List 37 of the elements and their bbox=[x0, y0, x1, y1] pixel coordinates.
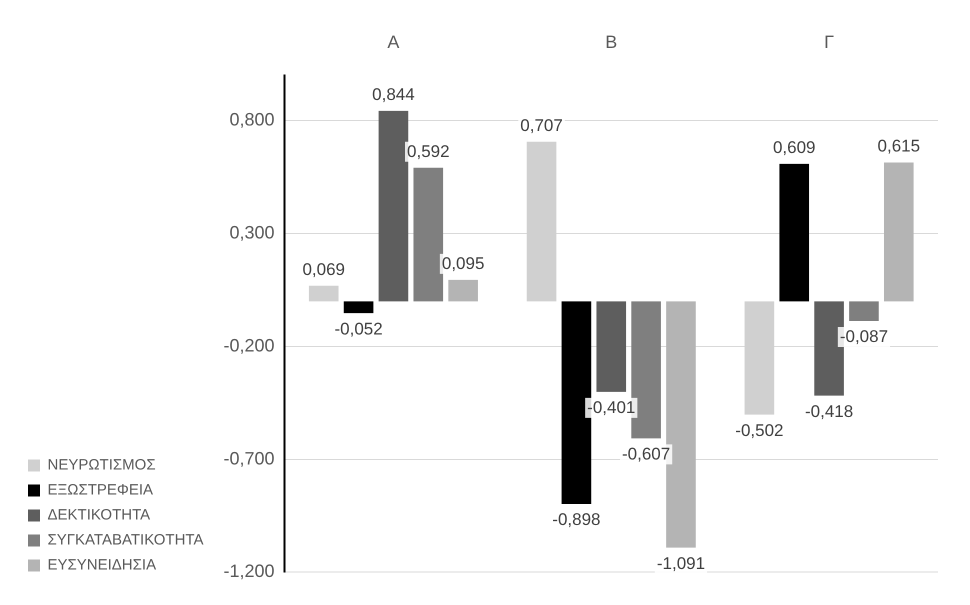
bar bbox=[378, 110, 408, 302]
data-label: 0,707 bbox=[520, 116, 563, 135]
legend-label: ΣΥΓΚΑΤΑΒΑΤΙΚΟΤΗΤΑ bbox=[48, 532, 204, 549]
data-label: -0,401 bbox=[587, 398, 636, 418]
legend-label: ΔΕΚΤΙΚΟΤΗΤΑ bbox=[48, 506, 150, 524]
data-label: -0,502 bbox=[735, 420, 784, 440]
bar bbox=[448, 280, 478, 302]
data-label: -0,418 bbox=[804, 402, 854, 421]
bar bbox=[308, 286, 339, 302]
bar bbox=[413, 168, 444, 302]
bar bbox=[596, 301, 626, 392]
bar bbox=[779, 164, 810, 302]
data-label: -0,898 bbox=[552, 510, 601, 530]
data-label: 0,069 bbox=[302, 260, 345, 279]
y-tick-label: -0,200 bbox=[223, 335, 275, 356]
data-label: -1,091 bbox=[656, 554, 706, 573]
data-label: -0,607 bbox=[622, 444, 670, 464]
data-label: 0,609 bbox=[772, 138, 816, 158]
legend-label: ΕΞΩΣΤΡΕΦΕΙΑ bbox=[48, 482, 154, 499]
y-tick-label: -0,700 bbox=[223, 448, 275, 468]
x-tick-label: Γ bbox=[824, 32, 834, 52]
data-label: 0,844 bbox=[372, 85, 415, 104]
data-label: -0,052 bbox=[334, 319, 383, 338]
data-label: 0,615 bbox=[878, 136, 920, 156]
x-tick-label: B bbox=[605, 32, 618, 52]
y-tick-label: 0,300 bbox=[229, 222, 275, 243]
y-tick-label: 0,800 bbox=[229, 110, 275, 130]
bar bbox=[344, 301, 374, 314]
data-label: 0,592 bbox=[407, 142, 450, 161]
y-tick-label: -1,200 bbox=[223, 561, 275, 582]
legend-label: ΝΕΥΡΩΤΙΣΜΟΣ bbox=[48, 456, 156, 474]
x-tick-label: A bbox=[387, 32, 400, 52]
bar bbox=[884, 162, 914, 302]
data-label: 0,095 bbox=[442, 254, 484, 274]
bar bbox=[849, 301, 879, 321]
data-label: -0,087 bbox=[840, 327, 888, 346]
legend-label: ΕΥΣΥΝΕΙΔΗΣΙΑ bbox=[48, 556, 156, 574]
